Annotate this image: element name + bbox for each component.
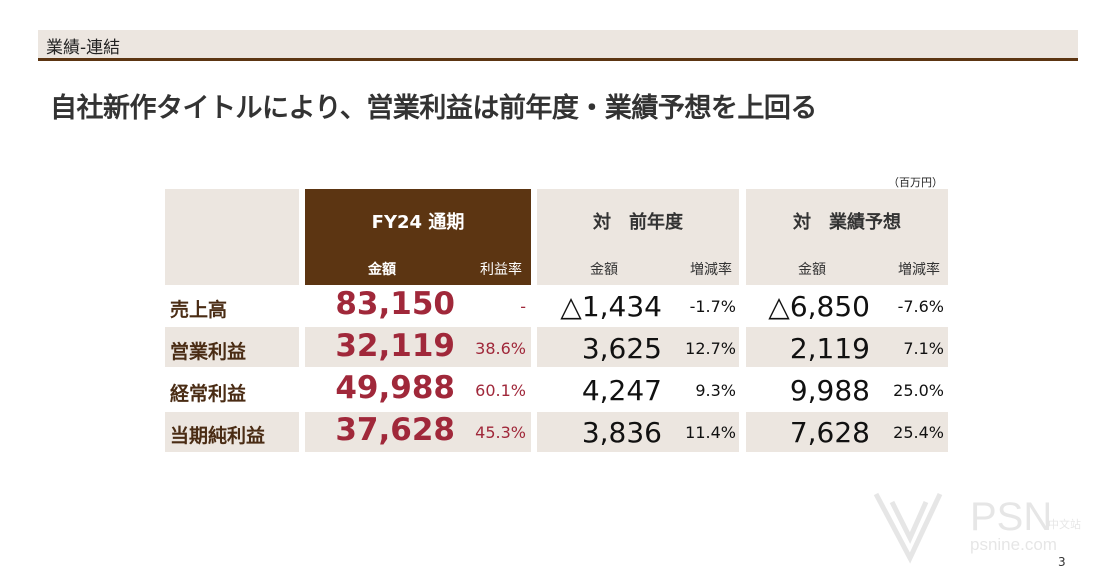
plan-amount: 2,119 [789,332,870,365]
fy-margin: 60.1% [475,381,526,400]
headline: 自社新作タイトルにより、営業利益は前年度・業績予想を上回る [50,93,817,124]
prev-rate: 11.4% [685,423,736,442]
prev-amount: 3,625 [581,332,662,365]
fy-margin-header: 利益率 [480,262,522,278]
plan-header-title: 対 業績予想 [793,212,901,233]
fy-amount: 49,988 [335,370,455,406]
prev-amount-header: 金額 [590,262,618,278]
prev-rate: 9.3% [695,381,736,400]
prev-header-title: 対 前年度 [593,212,683,233]
page-number: 3 [1058,555,1066,569]
watermark-brand: PSN [970,495,1052,539]
fy-header-cell [305,189,531,285]
prev-header-cell [537,189,739,285]
row-bg [537,327,739,367]
row-label-operating-income: 営業利益 [170,341,247,363]
row-label-revenue: 売上高 [170,299,228,321]
fy-margin: 38.6% [475,339,526,358]
fy-header-title: FY24 通期 [371,212,465,233]
plan-rate: 7.1% [903,339,944,358]
row-bg [305,412,531,452]
section-divider [38,58,1078,61]
prev-amount: 3,836 [581,416,662,449]
plan-rate: -7.6% [897,297,944,316]
fy-margin: - [520,297,526,316]
row-bg [305,327,531,367]
prev-rate: 12.7% [685,339,736,358]
section-header-bar: 業績-連結 [38,30,1078,58]
watermark-sub: 中文站 [1048,517,1081,531]
fy-amount: 37,628 [335,412,455,448]
fy-amount: 83,150 [335,286,455,322]
prev-amount: △1,434 [560,290,662,323]
fy-amount: 32,119 [335,328,455,364]
plan-header-cell [746,189,948,285]
row-bg [165,412,299,452]
plan-amount: △6,850 [768,290,870,323]
plan-amount: 7,628 [789,416,870,449]
section-label: 業績-連結 [46,38,121,58]
row-bg [746,412,948,452]
table-corner-cell [165,189,299,285]
plan-amount-header: 金額 [798,262,826,278]
unit-label: （百万円） [888,176,943,189]
row-bg [165,327,299,367]
row-bg [537,412,739,452]
plan-rate: 25.4% [893,423,944,442]
watermark-url: psnine.com [970,535,1057,554]
fy-margin: 45.3% [475,423,526,442]
plan-rate: 25.0% [893,381,944,400]
plan-amount: 9,988 [789,374,870,407]
prev-amount: 4,247 [581,374,662,407]
watermark-logo-icon: PSN 中文站 psnine.com [873,492,1081,564]
row-label-net-income: 当期純利益 [170,425,266,447]
row-bg [746,327,948,367]
watermark: PSN 中文站 psnine.com [870,488,1096,572]
prev-rate: -1.7% [689,297,736,316]
row-label-ordinary-income: 経常利益 [170,383,247,405]
plan-rate-header: 増減率 [898,262,940,278]
fy-amount-header: 金額 [368,262,396,278]
prev-rate-header: 増減率 [690,262,732,278]
